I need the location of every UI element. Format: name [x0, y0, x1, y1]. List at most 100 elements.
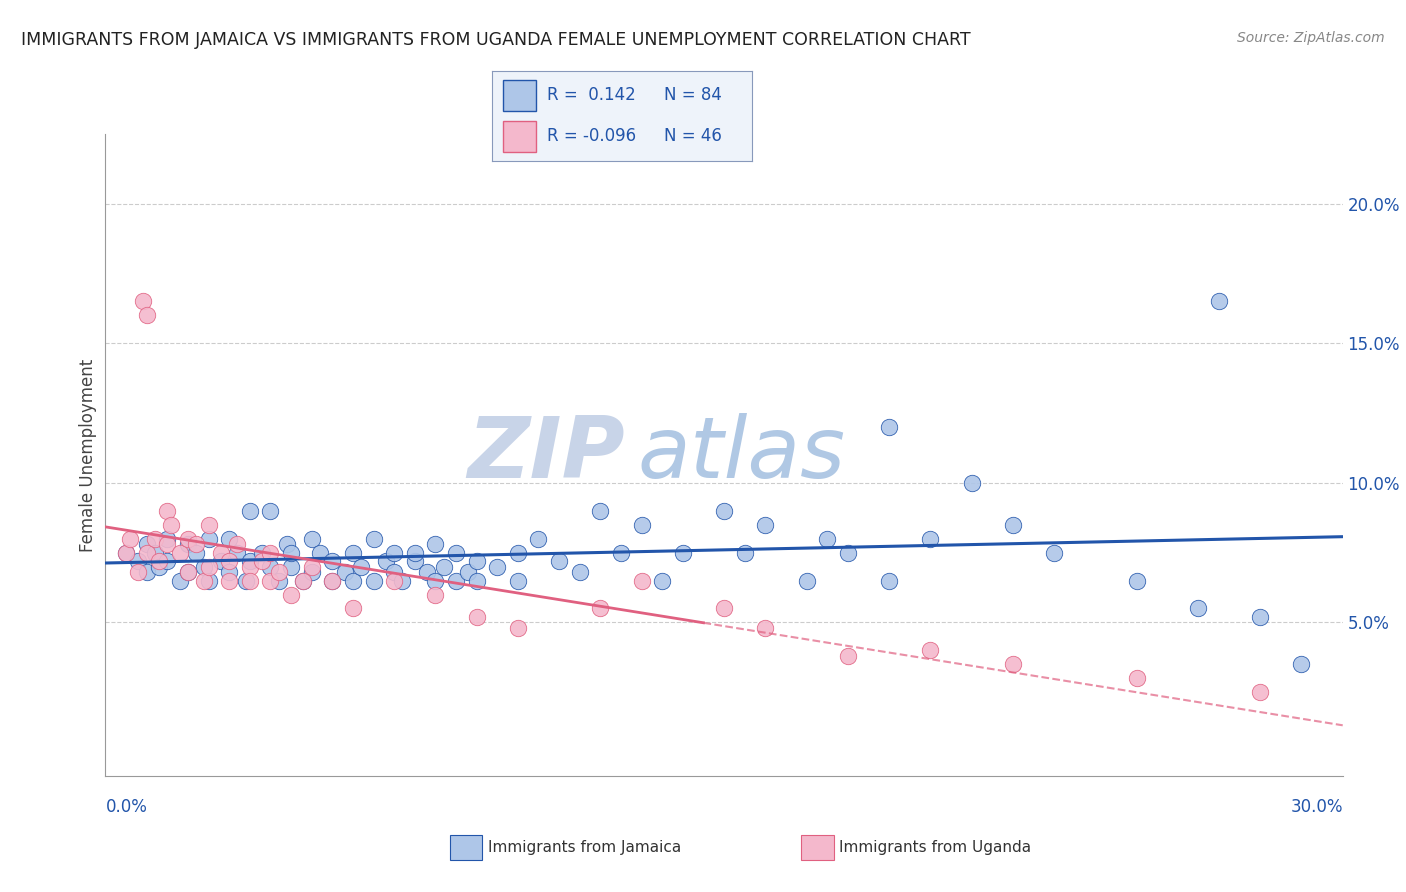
Point [506, 621, 529, 635]
Point [239, 554, 262, 568]
Point [135, 308, 157, 322]
Point [651, 574, 673, 588]
Point [630, 574, 652, 588]
Point [1001, 657, 1024, 672]
Point [444, 546, 467, 560]
Text: IMMIGRANTS FROM JAMAICA VS IMMIGRANTS FROM UGANDA FEMALE UNEMPLOYMENT CORRELATIO: IMMIGRANTS FROM JAMAICA VS IMMIGRANTS FR… [21, 31, 970, 49]
Point [796, 574, 818, 588]
Point [292, 574, 315, 588]
Text: R = -0.096: R = -0.096 [547, 128, 636, 145]
Point [382, 546, 405, 560]
Point [131, 294, 153, 309]
Point [209, 546, 232, 560]
Point [292, 574, 315, 588]
Point [127, 554, 149, 568]
Point [433, 559, 456, 574]
Point [486, 559, 509, 574]
Point [267, 565, 290, 579]
Point [815, 532, 838, 546]
Point [877, 420, 900, 434]
Point [177, 565, 200, 579]
Point [465, 610, 488, 624]
Text: 30.0%: 30.0% [1291, 798, 1343, 816]
Point [465, 554, 488, 568]
Point [713, 504, 735, 518]
Point [209, 554, 232, 568]
Point [226, 546, 249, 560]
Point [1187, 601, 1209, 615]
Point [197, 559, 219, 574]
Text: 0.0%: 0.0% [105, 798, 148, 816]
Point [193, 574, 215, 588]
Point [404, 546, 426, 560]
Point [350, 559, 373, 574]
Point [960, 475, 983, 490]
Point [374, 554, 396, 568]
Point [465, 574, 488, 588]
Point [321, 574, 343, 588]
Point [506, 546, 529, 560]
Point [754, 621, 776, 635]
Point [197, 532, 219, 546]
Point [259, 546, 281, 560]
Point [239, 574, 262, 588]
Point [177, 565, 200, 579]
Point [754, 517, 776, 532]
Point [672, 546, 695, 560]
Point [197, 574, 219, 588]
Point [193, 559, 215, 574]
Text: N = 46: N = 46 [664, 128, 721, 145]
Point [342, 601, 364, 615]
Point [186, 537, 208, 551]
Point [1043, 546, 1066, 560]
Point [135, 537, 157, 551]
Point [363, 574, 385, 588]
Text: R =  0.142: R = 0.142 [547, 87, 636, 104]
Point [280, 588, 302, 602]
Point [115, 546, 138, 560]
Point [301, 559, 323, 574]
Point [363, 532, 385, 546]
Point [169, 574, 191, 588]
Point [309, 546, 332, 560]
Text: Immigrants from Jamaica: Immigrants from Jamaica [488, 840, 681, 855]
Point [416, 565, 439, 579]
Point [120, 532, 142, 546]
Point [333, 565, 356, 579]
Point [259, 574, 281, 588]
Point [156, 537, 179, 551]
Point [156, 554, 179, 568]
Point [548, 554, 571, 568]
Point [734, 546, 756, 560]
Text: N = 84: N = 84 [664, 87, 721, 104]
Point [589, 601, 612, 615]
Point [1249, 685, 1271, 699]
Point [1208, 294, 1230, 309]
Point [226, 537, 249, 551]
Point [382, 565, 405, 579]
Point [143, 532, 166, 546]
Point [1125, 671, 1147, 685]
Point [630, 517, 652, 532]
Text: atlas: atlas [637, 413, 845, 497]
Point [404, 554, 426, 568]
Point [177, 537, 200, 551]
Point [301, 532, 323, 546]
Point [920, 643, 942, 657]
Point [235, 574, 257, 588]
Point [321, 574, 343, 588]
Point [457, 565, 479, 579]
Point [301, 565, 323, 579]
Point [250, 554, 273, 568]
Point [1249, 610, 1271, 624]
Point [589, 504, 612, 518]
Point [267, 574, 290, 588]
Point [148, 559, 170, 574]
Point [218, 532, 240, 546]
Point [568, 565, 591, 579]
Point [276, 537, 298, 551]
Point [425, 574, 447, 588]
Text: ZIP: ZIP [467, 413, 626, 497]
Point [425, 588, 447, 602]
Point [713, 601, 735, 615]
